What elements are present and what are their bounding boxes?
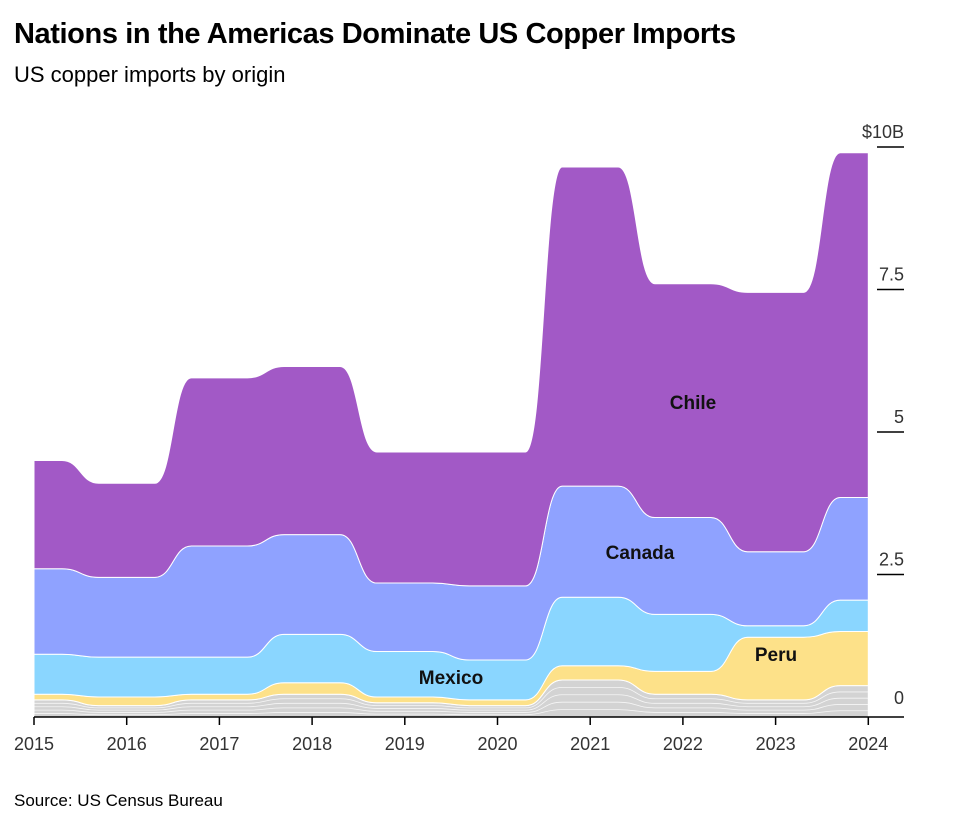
others-strand — [34, 694, 869, 711]
x-tick-label: 2016 — [107, 734, 147, 754]
series-areas — [33, 152, 869, 718]
others-strand — [34, 709, 869, 716]
chart-title: Nations in the Americas Dominate US Copp… — [14, 18, 736, 50]
others-strand — [34, 701, 869, 713]
x-tick-label: 2019 — [385, 734, 425, 754]
y-tick-label: 7.5 — [879, 265, 904, 285]
series-labels: Chile Canada Mexico Peru — [419, 393, 797, 689]
x-tick-label: 2015 — [14, 734, 54, 754]
y-tick-label: 5 — [894, 407, 904, 427]
y-tick-label: 2.5 — [879, 550, 904, 570]
x-tick-label: 2024 — [848, 734, 888, 754]
others-strand — [34, 686, 869, 709]
label-chile: Chile — [670, 393, 716, 414]
label-peru: Peru — [755, 645, 797, 666]
label-mexico: Mexico — [419, 668, 483, 689]
chart-subtitle: US copper imports by origin — [14, 62, 286, 87]
source-note: Source: US Census Bureau — [14, 791, 223, 810]
x-tick-label: 2022 — [663, 734, 703, 754]
y-tick-label: $10B — [862, 122, 904, 142]
label-canada: Canada — [606, 543, 675, 564]
x-tick-label: 2018 — [292, 734, 332, 754]
x-tick-label: 2020 — [477, 734, 517, 754]
area-chile — [33, 152, 869, 587]
x-tick-label: 2017 — [199, 734, 239, 754]
axes: 2015 2016 2017 2018 2019 2020 2021 2022 2023 2024… — [14, 122, 904, 754]
y-tick-label: 0 — [894, 688, 904, 708]
x-tick-label: 2021 — [570, 734, 610, 754]
x-tick-label: 2023 — [756, 734, 796, 754]
